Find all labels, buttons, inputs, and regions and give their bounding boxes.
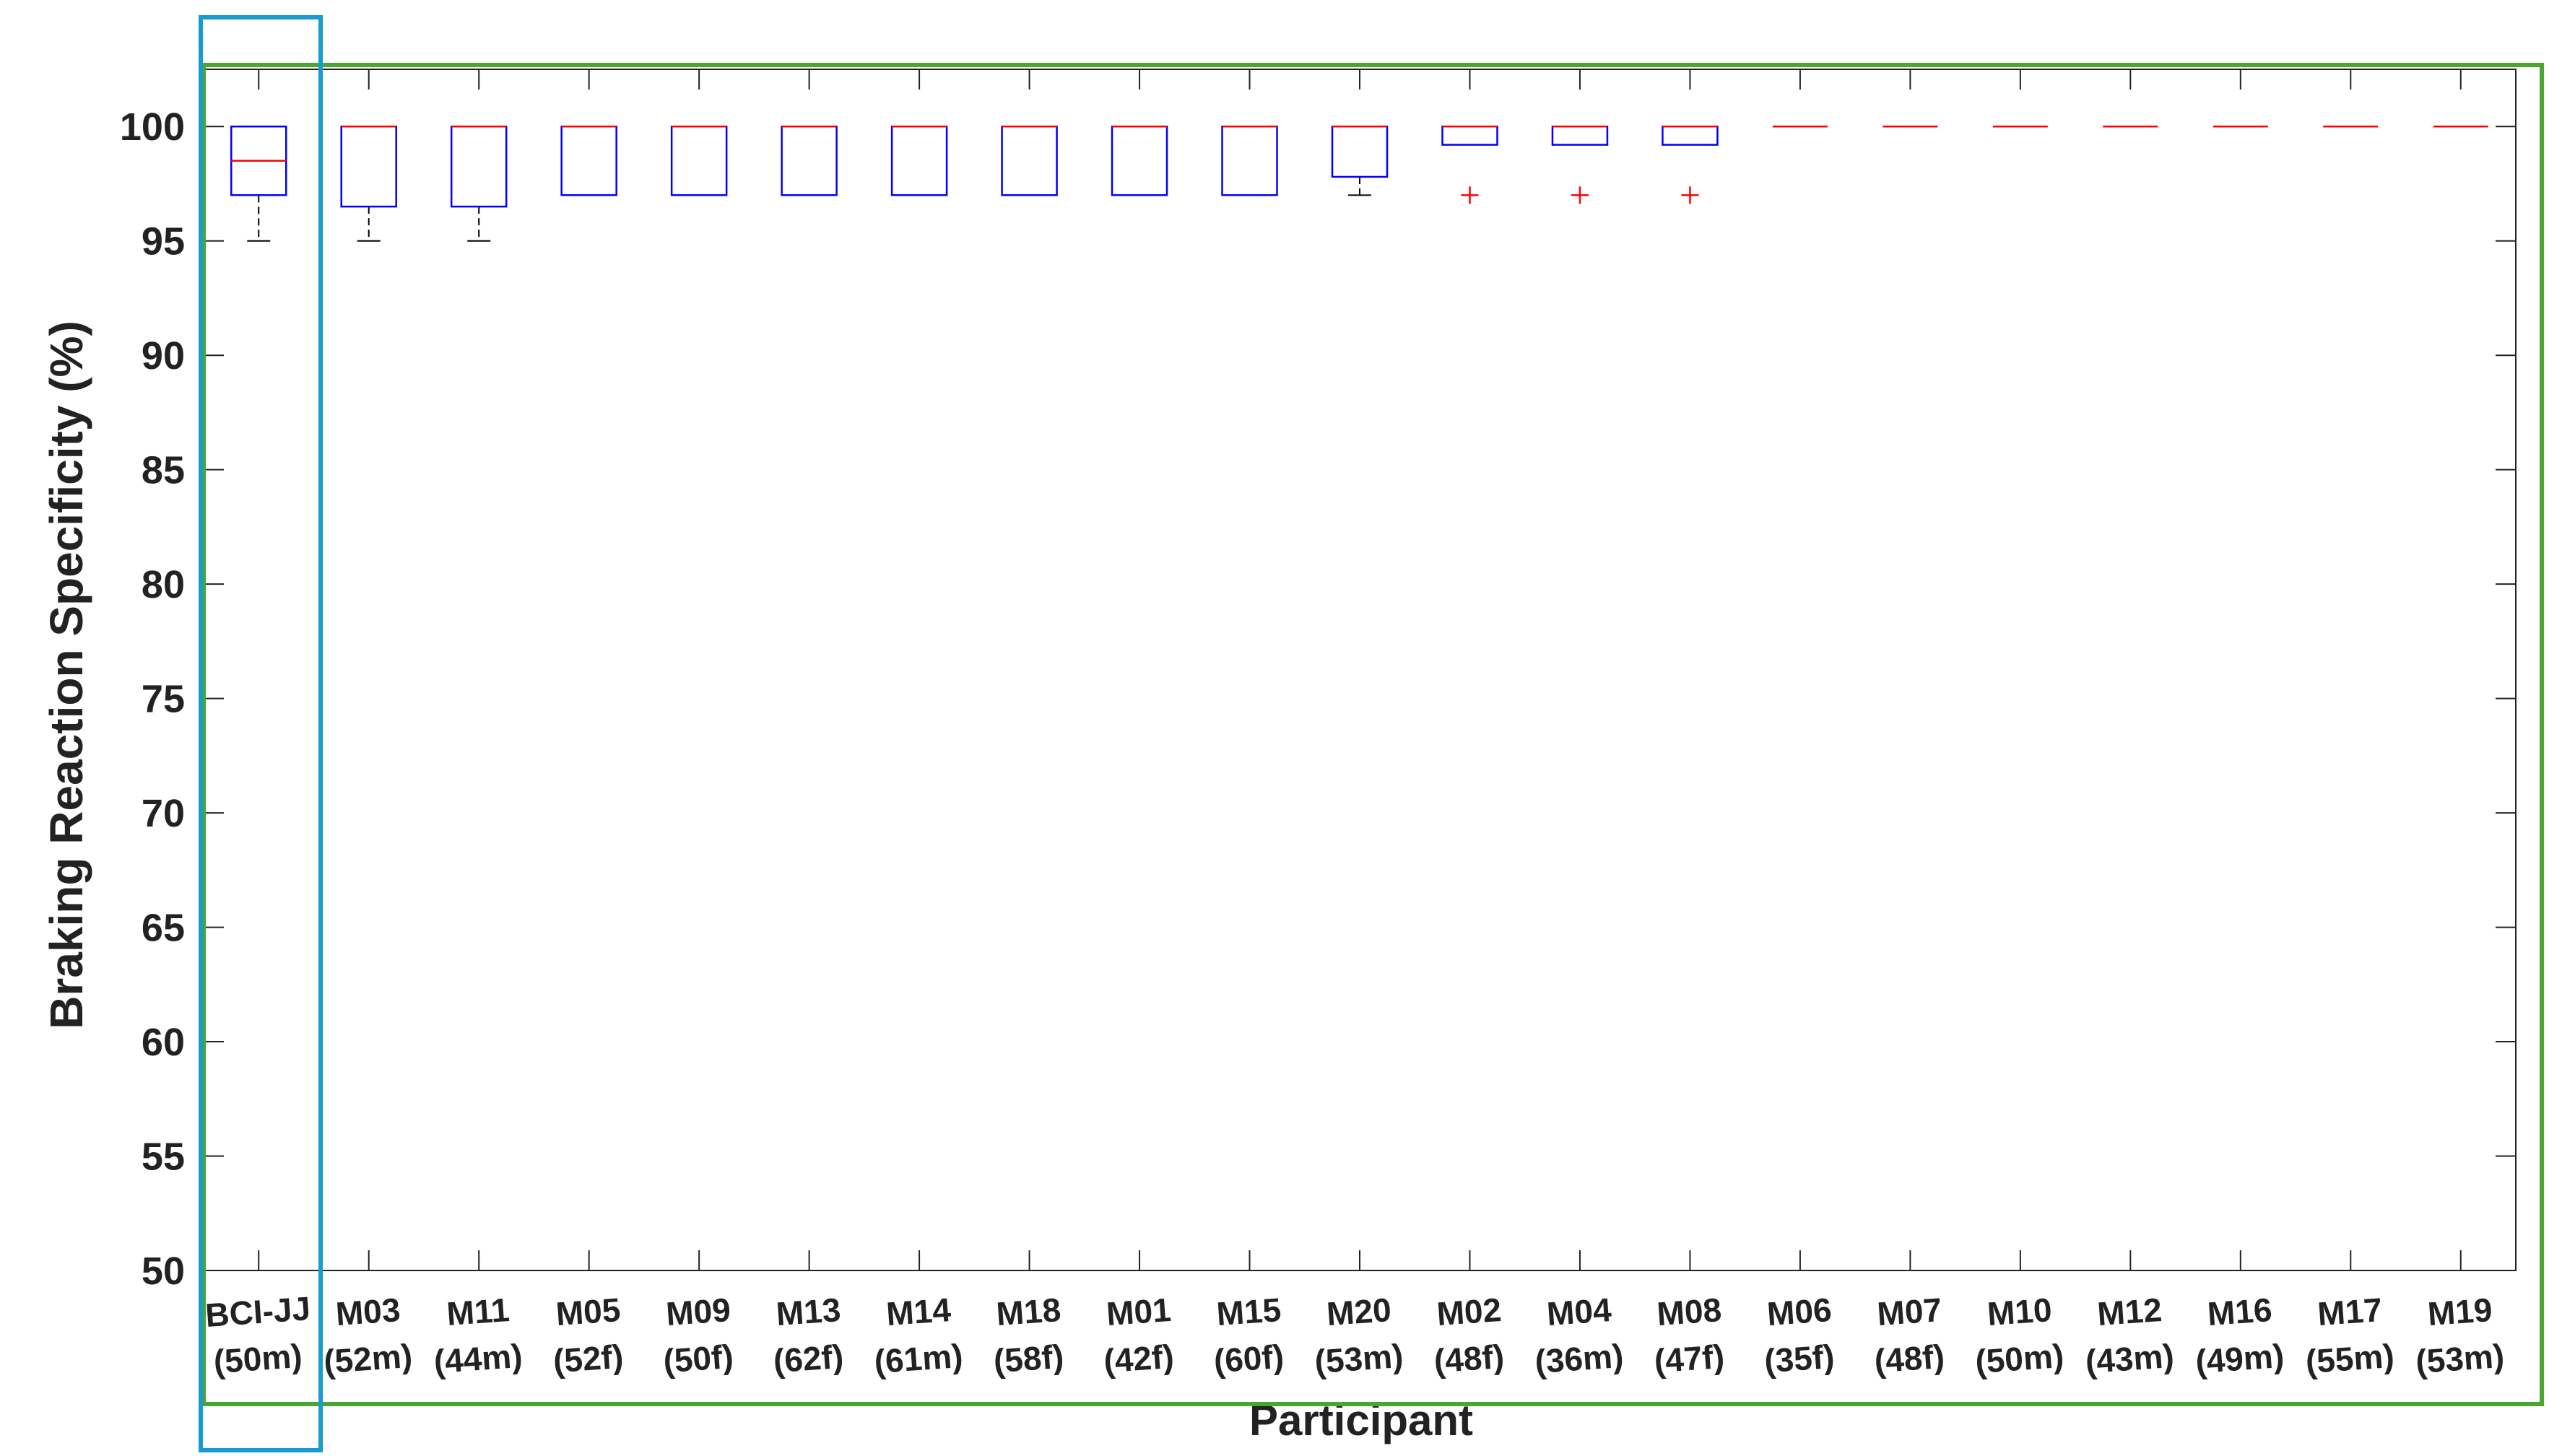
- x-tick-label: M01: [1105, 1291, 1172, 1333]
- y-tick-label: 70: [142, 792, 185, 835]
- box-group: [560, 125, 617, 196]
- x-tick-sublabel: (50m): [1974, 1337, 2065, 1380]
- x-tick-label: M03: [334, 1291, 401, 1333]
- x-tick-sublabel: (47f): [1653, 1338, 1726, 1380]
- x-tick-sublabel: (43m): [2084, 1337, 2175, 1380]
- x-tick-label: M20: [1325, 1291, 1392, 1333]
- x-tick-label: BCI-JJ: [204, 1289, 312, 1334]
- x-tick-label: M18: [995, 1291, 1062, 1333]
- y-tick-label: 95: [142, 220, 185, 263]
- x-tick-label: M08: [1656, 1291, 1723, 1333]
- x-tick-label: M16: [2206, 1291, 2273, 1333]
- y-axis-label: Braking Reaction Specificity (%): [40, 321, 92, 1029]
- x-tick-label: M19: [2426, 1291, 2493, 1333]
- box-group: [1331, 125, 1389, 196]
- outlier-marker: [1461, 186, 1479, 204]
- box-group: [1111, 125, 1168, 196]
- box-group: [230, 125, 287, 242]
- x-tick-label: M17: [2316, 1291, 2384, 1333]
- x-tick-label: M05: [555, 1291, 622, 1333]
- x-axis: BCI-JJ(50m)M03(52m)M11(44m)M05(52f)M09(5…: [204, 69, 2506, 1380]
- box-group: [890, 125, 948, 196]
- box-group: [670, 125, 728, 196]
- x-tick-sublabel: (50m): [212, 1337, 303, 1380]
- box-group: [450, 125, 508, 242]
- box-group: [1441, 125, 1498, 204]
- x-tick-label: M14: [885, 1291, 952, 1333]
- box-group: [340, 125, 397, 242]
- x-tick-label: M10: [1986, 1291, 2053, 1333]
- x-tick-label: M11: [446, 1291, 511, 1333]
- box-group: [1551, 125, 1609, 204]
- x-tick-sublabel: (62f): [772, 1338, 845, 1380]
- x-tick-sublabel: (58f): [992, 1338, 1065, 1380]
- box-group: [1662, 125, 1719, 204]
- x-tick-label: M12: [2096, 1291, 2163, 1333]
- highlight-boxes: [199, 15, 2544, 1452]
- x-tick-label: M07: [1876, 1291, 1943, 1333]
- x-tick-sublabel: (50f): [662, 1338, 735, 1380]
- box-group: [1001, 125, 1058, 196]
- x-tick-label: M13: [775, 1291, 842, 1333]
- highlight-plot-frame: [201, 63, 2544, 1406]
- y-tick-label: 80: [142, 563, 185, 606]
- x-tick-sublabel: (48f): [1873, 1338, 1946, 1380]
- x-tick-label: M04: [1545, 1291, 1612, 1333]
- x-tick-sublabel: (48f): [1433, 1338, 1506, 1380]
- x-tick-sublabel: (36m): [1534, 1337, 1625, 1380]
- x-tick-label: M06: [1766, 1291, 1833, 1333]
- x-tick-sublabel: (53m): [2415, 1337, 2506, 1380]
- highlight-first-participant: [199, 15, 323, 1452]
- box-group: [1221, 125, 1278, 196]
- x-tick-sublabel: (52m): [323, 1337, 414, 1380]
- y-tick-label: 75: [142, 678, 185, 721]
- x-tick-sublabel: (52f): [552, 1338, 625, 1380]
- y-tick-label: 50: [142, 1250, 185, 1293]
- x-tick-label: M02: [1436, 1291, 1503, 1333]
- x-tick-sublabel: (53m): [1313, 1337, 1404, 1380]
- x-tick-sublabel: (55m): [2304, 1337, 2395, 1380]
- x-tick-sublabel: (35f): [1763, 1338, 1836, 1380]
- x-tick-label: M09: [665, 1291, 732, 1333]
- outlier-marker: [1681, 186, 1699, 204]
- y-axis: 50 55 60 65 70 75 80 85 90 95 100: [120, 105, 2516, 1293]
- y-tick-label: 90: [142, 334, 185, 378]
- y-tick-label: 85: [142, 449, 185, 492]
- box-group: [781, 125, 838, 196]
- y-tick-label: 100: [120, 105, 185, 149]
- outlier-marker: [1571, 186, 1589, 204]
- y-tick-label: 65: [142, 907, 185, 950]
- x-tick-sublabel: (49m): [2194, 1337, 2285, 1380]
- x-tick-label: M15: [1215, 1291, 1282, 1333]
- x-tick-sublabel: (61m): [873, 1337, 964, 1380]
- x-tick-sublabel: (44m): [433, 1337, 524, 1380]
- x-tick-sublabel: (42f): [1103, 1338, 1176, 1380]
- y-tick-label: 55: [142, 1135, 185, 1179]
- y-tick-label: 60: [142, 1021, 185, 1064]
- x-tick-sublabel: (60f): [1212, 1338, 1285, 1380]
